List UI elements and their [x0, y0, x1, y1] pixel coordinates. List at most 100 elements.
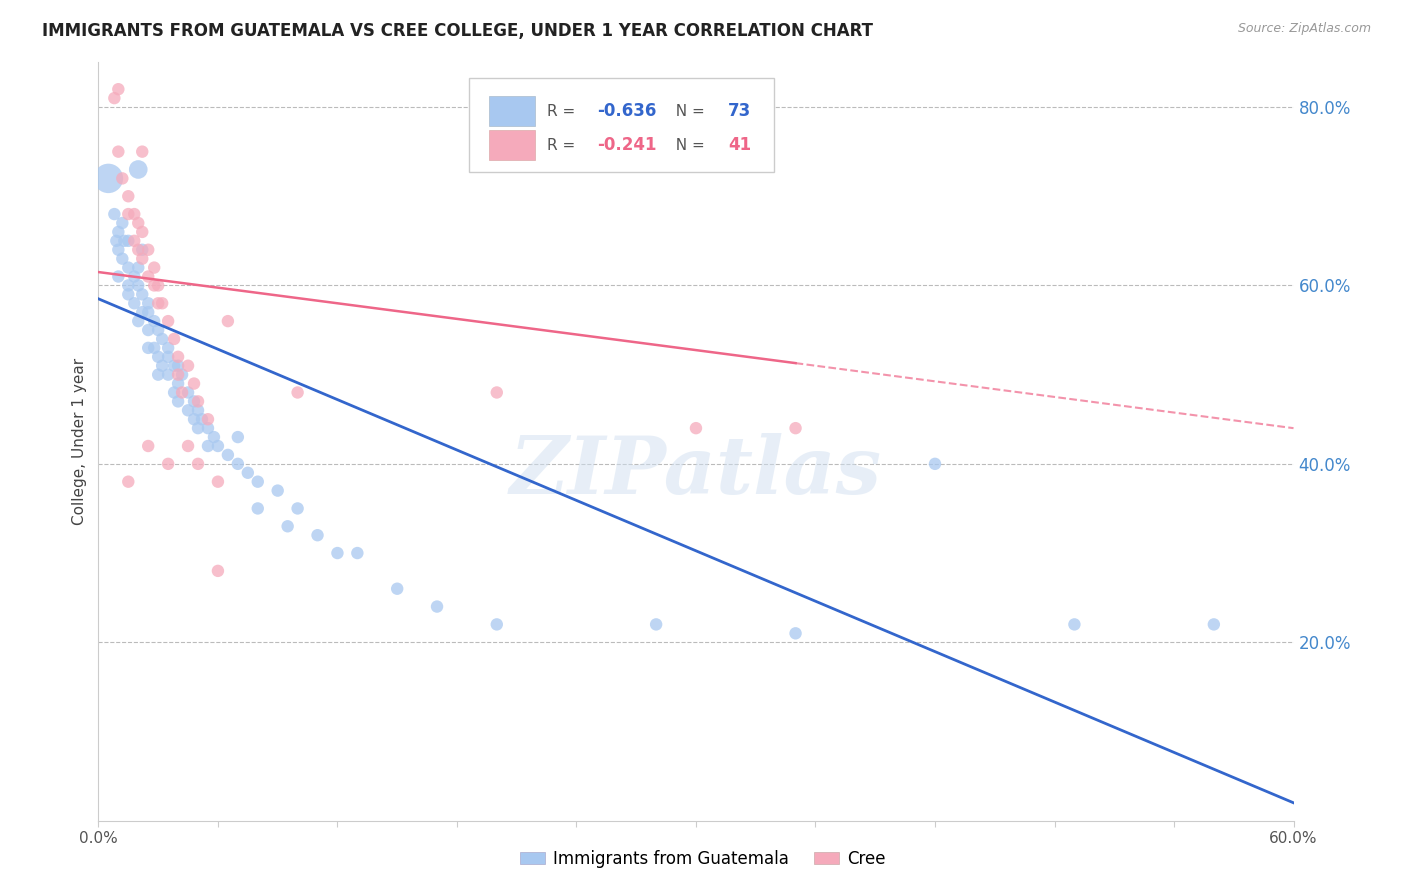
FancyBboxPatch shape [489, 130, 534, 161]
Point [117, 475, 139, 489]
Point [111, 171, 134, 186]
Point [157, 341, 180, 355]
Point [136, 296, 159, 310]
Point [1063, 617, 1085, 632]
Point [117, 207, 139, 221]
Point [207, 475, 229, 489]
Point [485, 385, 508, 400]
Point [117, 278, 139, 293]
Point [124, 207, 146, 221]
Point [187, 403, 209, 417]
Point [167, 359, 190, 373]
Point [177, 403, 200, 417]
Point [103, 91, 125, 105]
Point [177, 439, 200, 453]
Point [143, 278, 166, 293]
Point [187, 457, 209, 471]
Text: N =: N = [666, 137, 710, 153]
Point [246, 475, 269, 489]
Text: -0.241: -0.241 [596, 136, 657, 154]
Text: -0.636: -0.636 [596, 102, 657, 120]
Point [236, 466, 259, 480]
Point [148, 323, 170, 337]
Point [124, 234, 146, 248]
Point [277, 519, 299, 533]
Point [177, 385, 200, 400]
Point [136, 439, 159, 453]
Y-axis label: College, Under 1 year: College, Under 1 year [72, 358, 87, 525]
Point [172, 368, 194, 382]
Point [485, 617, 508, 632]
Point [136, 269, 159, 284]
Point [143, 341, 166, 355]
Point [197, 439, 219, 453]
Point [131, 305, 153, 319]
Point [136, 305, 159, 319]
Point [346, 546, 368, 560]
Point [1202, 617, 1225, 632]
Point [127, 243, 149, 257]
Point [246, 501, 269, 516]
Point [287, 385, 309, 400]
Point [111, 216, 134, 230]
Point [226, 430, 249, 444]
Point [150, 359, 173, 373]
Text: IMMIGRANTS FROM GUATEMALA VS CREE COLLEGE, UNDER 1 YEAR CORRELATION CHART: IMMIGRANTS FROM GUATEMALA VS CREE COLLEG… [42, 22, 873, 40]
Point [426, 599, 449, 614]
Text: 73: 73 [728, 102, 751, 120]
Point [148, 296, 170, 310]
Point [107, 243, 129, 257]
Point [107, 145, 129, 159]
Text: ZIPatlas: ZIPatlas [510, 434, 882, 510]
Text: Source: ZipAtlas.com: Source: ZipAtlas.com [1237, 22, 1371, 36]
Point [148, 278, 170, 293]
Point [107, 82, 129, 96]
Point [111, 252, 134, 266]
Point [163, 385, 186, 400]
Point [645, 617, 668, 632]
Point [287, 501, 309, 516]
Point [103, 207, 125, 221]
Point [785, 626, 807, 640]
Point [112, 234, 135, 248]
Point [136, 341, 159, 355]
Point [183, 412, 205, 426]
Point [117, 287, 139, 301]
Point [117, 189, 139, 203]
Point [157, 350, 180, 364]
Point [385, 582, 409, 596]
Point [187, 394, 209, 409]
Point [97, 171, 120, 186]
Point [187, 421, 209, 435]
Point [150, 332, 173, 346]
Point [685, 421, 707, 435]
Point [785, 421, 807, 435]
Point [127, 162, 149, 177]
Point [202, 430, 225, 444]
FancyBboxPatch shape [470, 78, 773, 172]
Point [267, 483, 290, 498]
Point [117, 234, 139, 248]
Point [127, 314, 149, 328]
Point [157, 314, 180, 328]
Point [131, 243, 153, 257]
Point [163, 359, 186, 373]
Point [124, 269, 146, 284]
Text: R =: R = [547, 137, 579, 153]
Point [226, 457, 249, 471]
Point [136, 243, 159, 257]
Point [197, 412, 219, 426]
Point [150, 296, 173, 310]
Point [167, 376, 190, 391]
Point [107, 225, 129, 239]
Text: R =: R = [547, 103, 579, 119]
Point [217, 448, 239, 462]
Point [163, 332, 186, 346]
Point [172, 385, 194, 400]
Point [105, 234, 128, 248]
Point [167, 394, 190, 409]
Text: N =: N = [666, 103, 710, 119]
Point [326, 546, 349, 560]
Point [207, 439, 229, 453]
Text: 41: 41 [728, 136, 751, 154]
